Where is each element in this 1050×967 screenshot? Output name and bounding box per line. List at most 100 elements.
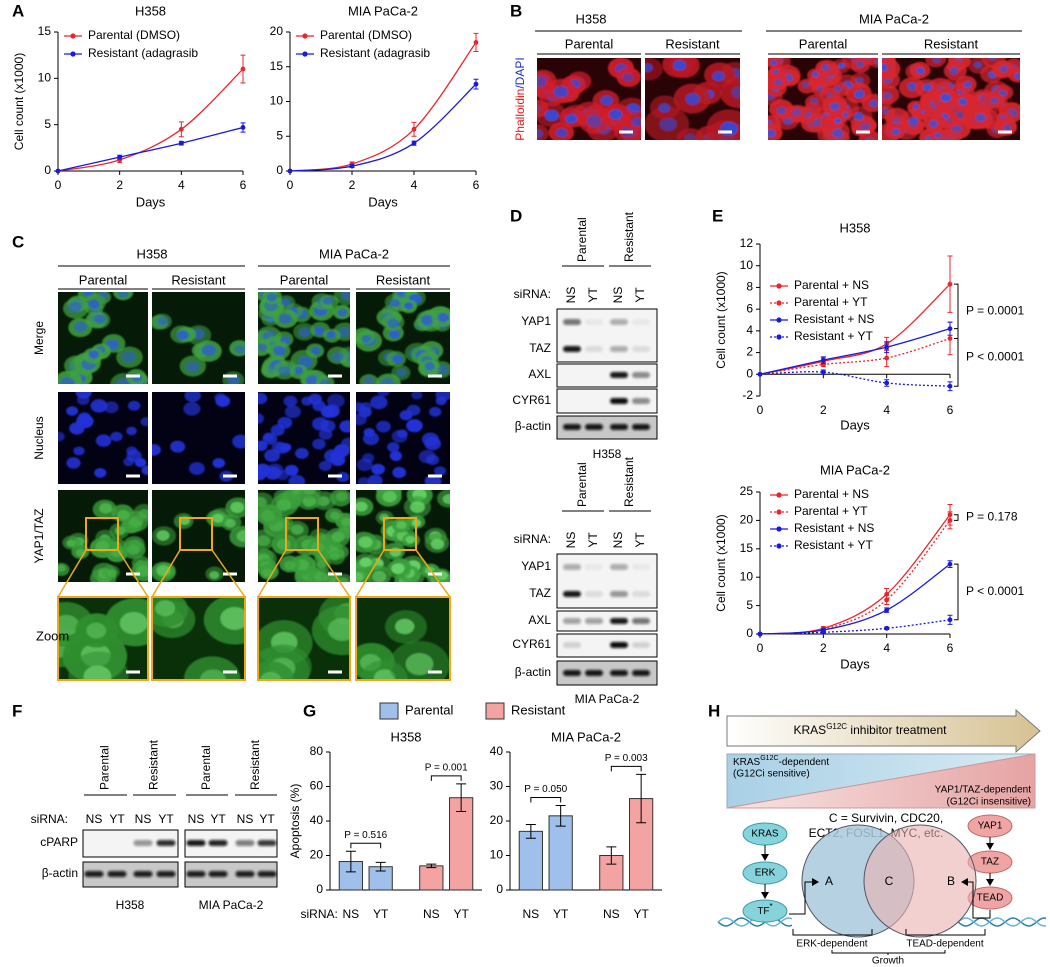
column-subheader: Resistant [665,36,720,51]
error-bar [555,804,566,827]
dna-strand [957,917,1047,927]
nucleus [185,361,200,373]
nucleus [388,329,401,339]
nucleus [685,93,700,105]
blot-band [585,618,603,624]
p-value: P = 0.516 [344,830,387,841]
significance-bracket [430,775,462,781]
nucleus [209,571,220,580]
blot-band [133,840,153,846]
micrograph [58,597,148,680]
legend-label: Resistant (adagrasib [88,46,198,60]
nucleus [117,509,130,520]
nucleus [973,61,983,69]
nucleus [67,301,82,313]
nucleus [314,571,328,582]
cells [58,598,148,680]
data-point [884,355,890,361]
series-line [57,126,244,172]
nucleus [358,536,373,548]
nucleus [392,466,407,479]
legend-label: Parental + NS [794,487,869,501]
nucleus [373,669,396,680]
x-axis-label: Days [840,417,870,432]
regulation-arrow [789,878,819,915]
nucleus [882,63,888,72]
nucleus [371,463,385,475]
significance-bracket [954,283,959,339]
protein-label: AXL [528,367,551,381]
x-tick-label: NS [523,907,540,921]
nucleus [908,116,919,126]
nucleus [389,298,400,308]
nucleus [126,544,140,556]
lane-label: YT [586,532,600,548]
text: TF [757,906,769,917]
blot-band [186,840,206,846]
nucleus [434,466,446,476]
cell [882,59,896,78]
y-tick-label: 0 [316,882,323,896]
micrograph [58,392,148,484]
micrograph [152,292,245,384]
blot-band [610,372,628,378]
nucleus [429,406,442,417]
legend-label: Parental (DMSO) [320,28,412,42]
blot-band [610,618,628,624]
nucleus [392,354,404,364]
y-tick-label: 10 [490,848,504,862]
gene: KRAS [733,757,761,768]
nucleus [290,524,304,535]
nucleus [278,313,292,324]
nucleus [141,465,148,475]
nucleus [114,526,126,536]
nucleus [126,426,137,436]
micrograph [258,392,350,484]
bar [548,815,573,891]
micrograph [152,597,245,680]
blot-band [156,840,176,846]
blot-band [585,346,603,352]
y-tick-label: 60 [310,779,324,793]
x-tick-label: 6 [947,641,954,655]
micrograph [645,58,740,140]
x-tick-label: YT [373,907,389,921]
nucleus [236,530,245,542]
protein-label: YAP1 [521,559,551,573]
nucleus [436,364,449,374]
chart-title: MIA PaCa-2 [551,729,621,744]
nucleus [389,450,402,461]
data-point [947,383,953,389]
x-tick-label: 4 [883,641,890,655]
nucleus [406,419,423,433]
zoom-region [85,517,119,551]
nucleus [418,449,436,464]
nucleus [66,539,76,548]
significance-bracket [954,563,959,621]
blot-band [563,670,581,676]
blot-frame [556,415,658,440]
nucleus [792,108,802,116]
micrograph [356,597,450,680]
nucleus [773,78,783,86]
nucleus [405,652,434,676]
cells [356,292,450,384]
lane-group-label: Resistant [248,739,262,790]
legend-marker [776,543,782,549]
nucleus [1013,72,1020,80]
nucleus [430,538,445,550]
nucleus [74,321,88,333]
bracket [792,929,873,936]
row-label: Zoom [36,628,69,643]
nucleus [156,530,170,541]
legend-marker [776,317,782,323]
blot-band [632,642,650,648]
nucleus [731,86,740,99]
nucleus [94,467,107,478]
nucleus [868,99,878,108]
micrograph [356,490,450,582]
nucleus [396,368,407,377]
nucleus [294,447,309,459]
data-point [473,81,479,87]
nucleus [340,517,350,527]
